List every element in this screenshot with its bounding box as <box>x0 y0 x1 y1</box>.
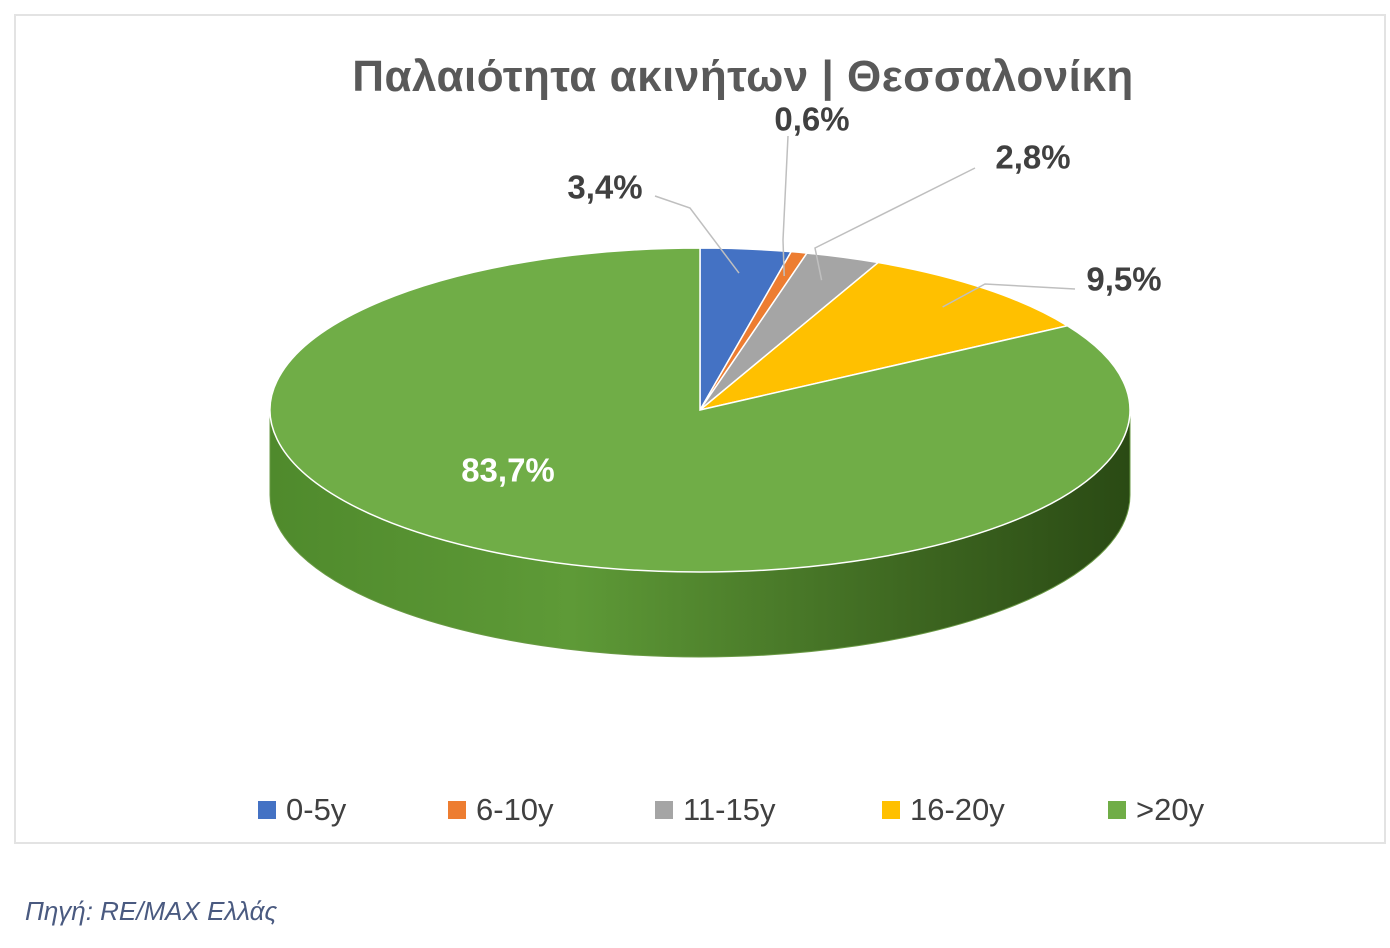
legend-swatch <box>448 801 466 819</box>
legend-label: 16-20y <box>910 792 1005 827</box>
legend-label: 6-10y <box>476 792 554 827</box>
chart-title: Παλαιότητα ακινήτων | Θεσσαλονίκη <box>352 52 1134 101</box>
pie-slice-20y <box>269 247 1131 573</box>
data-label: 0,6% <box>774 101 849 138</box>
data-label: 83,7% <box>461 452 555 489</box>
legend-swatch <box>655 801 673 819</box>
leader-line <box>782 135 789 277</box>
leader-line <box>942 283 1076 308</box>
data-label: 3,4% <box>567 169 642 206</box>
leader-line <box>654 195 740 274</box>
legend-swatch <box>882 801 900 819</box>
data-label: 2,8% <box>995 139 1070 176</box>
legend-swatch <box>258 801 276 819</box>
legend-item: 16-20y <box>882 792 1005 828</box>
legend-swatch <box>1108 801 1126 819</box>
legend-item: >20y <box>1108 792 1204 828</box>
leader-line <box>814 167 976 281</box>
legend: 0-5y 6-10y 11-15y 16-20y >20y <box>0 792 1390 832</box>
pie-slice-16-20y <box>699 261 1070 411</box>
legend-item: 11-15y <box>655 792 776 828</box>
source-note: Πηγή: RE/MAX Ελλάς <box>25 896 278 926</box>
legend-label: 11-15y <box>683 792 776 827</box>
legend-label: 0-5y <box>286 792 347 827</box>
legend-item: 0-5y <box>258 792 346 828</box>
legend-item: 6-10y <box>448 792 554 828</box>
data-label: 9,5% <box>1086 261 1161 298</box>
legend-label: >20y <box>1136 792 1205 827</box>
